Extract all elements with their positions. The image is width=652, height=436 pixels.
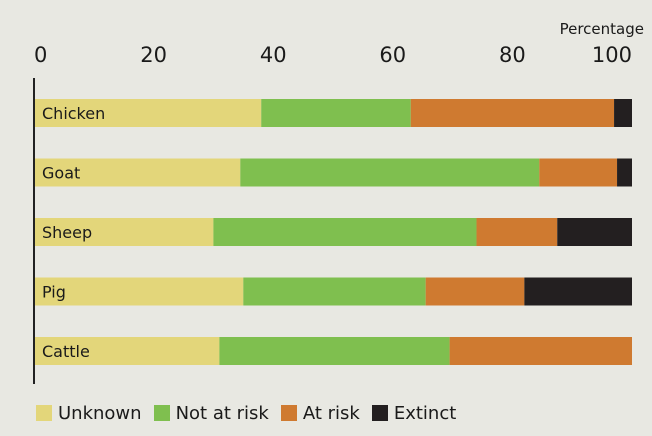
- chart-plot: Percentage 0 20 40 60 80 100 Chicken Goat Sheep…: [33, 20, 644, 384]
- category-label: Pig: [42, 283, 66, 302]
- legend-item: At risk: [280, 402, 360, 424]
- bar-segment: [476, 218, 558, 246]
- category-label: Sheep: [42, 223, 92, 242]
- bar-segment: [261, 99, 411, 127]
- legend-swatch: [371, 405, 388, 421]
- legend-label: At risk: [302, 402, 360, 424]
- x-tick-label: 60: [379, 43, 406, 67]
- legend-label: Not at risk: [175, 402, 269, 424]
- x-tick-label: 0: [34, 43, 47, 67]
- bar-segment: [240, 158, 540, 187]
- legend-swatch: [36, 405, 52, 421]
- legend-swatch: [153, 405, 170, 421]
- bar-segment: [219, 337, 450, 365]
- bar-segment: [213, 218, 477, 246]
- bar-segment: [243, 277, 426, 306]
- bar-segment: [425, 277, 525, 306]
- bar-segment: [34, 337, 220, 365]
- legend-label: Extinct: [393, 402, 457, 424]
- bar-segment: [34, 99, 262, 127]
- legend-swatch: [280, 405, 297, 421]
- bar-segment: [614, 99, 632, 127]
- legend-label: Unknown: [58, 402, 142, 424]
- legend: Unknown Not at risk At risk Extinct: [36, 402, 468, 424]
- category-label: Chicken: [42, 104, 105, 123]
- bar-segment: [557, 218, 632, 246]
- category-label: Cattle: [42, 342, 90, 361]
- bar-segment: [449, 337, 632, 365]
- bar-segment: [539, 158, 618, 187]
- category-label: Goat: [42, 164, 80, 183]
- bar-segment: [524, 277, 632, 306]
- x-tick-label: 100: [592, 43, 632, 67]
- x-tick-label: 40: [260, 43, 287, 67]
- legend-item: Unknown: [36, 403, 142, 424]
- x-tick-label: 20: [140, 43, 167, 67]
- x-axis-title: Percentage: [560, 20, 644, 38]
- bar-segment: [617, 158, 632, 187]
- bar-segment: [34, 158, 241, 187]
- x-tick-label: 80: [499, 43, 526, 67]
- bar-segment: [410, 99, 615, 127]
- bar-segment: [34, 218, 214, 246]
- legend-item: Not at risk: [153, 402, 269, 424]
- bar-segment: [34, 277, 244, 306]
- legend-item: Extinct: [371, 402, 457, 424]
